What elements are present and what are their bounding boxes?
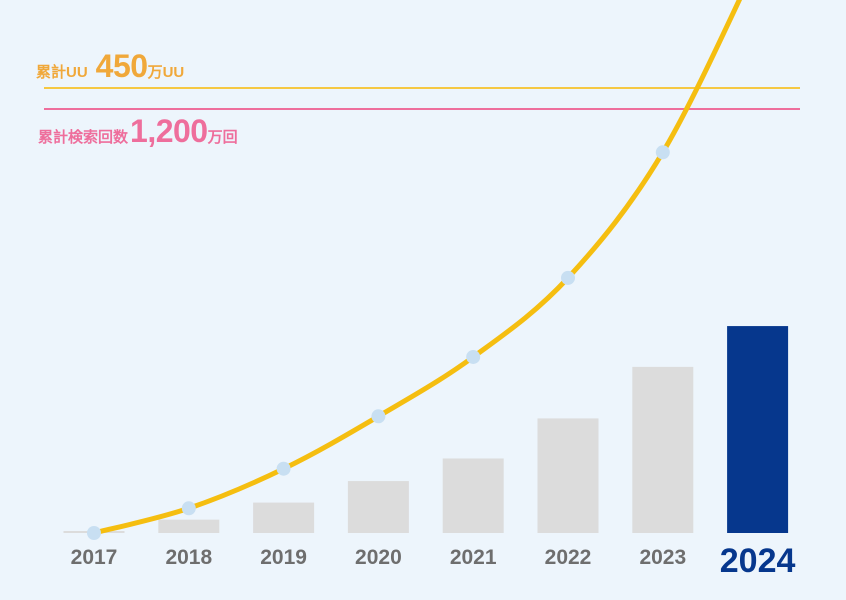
tick-label-2020: 2020	[355, 546, 402, 569]
uu-prefix: 累計UU	[36, 64, 88, 81]
tick-label-2022: 2022	[545, 546, 592, 569]
tick-label-2024: 2024	[720, 542, 796, 580]
bar-2020	[347, 481, 409, 533]
tick-label-2018: 2018	[165, 546, 212, 569]
bar-2023	[632, 366, 694, 533]
uu-value: 450	[95, 48, 148, 84]
uu-unit: 万UU	[147, 64, 185, 81]
tick-label-2017: 2017	[71, 546, 118, 569]
bar-2018	[158, 519, 220, 533]
marker-2023	[655, 145, 670, 160]
marker-2019	[276, 461, 291, 476]
marker-2021	[466, 349, 481, 364]
marker-2022	[561, 270, 575, 285]
marker-2017	[87, 526, 101, 540]
marker-2018	[181, 501, 196, 516]
search-prefix: 累計検索回数	[38, 129, 129, 146]
cumulative-search-label: 累計検索回数1,200万回	[38, 113, 238, 150]
cumulative-uu-label: 累計UU 450万UU	[36, 48, 184, 85]
bar-2022	[537, 418, 599, 533]
bar-2024	[727, 326, 789, 533]
marker-2020	[371, 409, 386, 424]
search-unit: 万回	[207, 129, 238, 146]
bar-2021	[442, 458, 504, 533]
bar-2019	[253, 502, 315, 533]
tick-label-2021: 2021	[450, 546, 497, 569]
tick-label-2023: 2023	[639, 546, 686, 569]
search-value: 1,200	[130, 113, 208, 149]
tick-label-2019: 2019	[260, 546, 307, 569]
